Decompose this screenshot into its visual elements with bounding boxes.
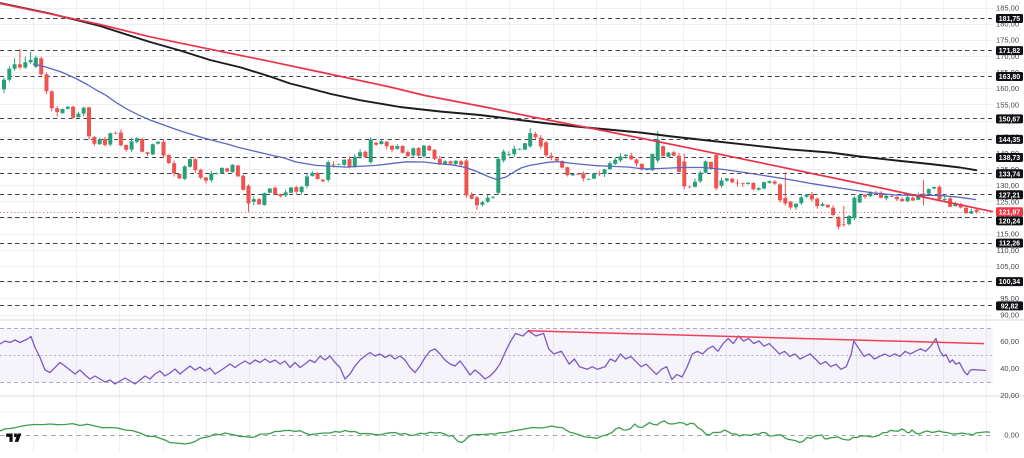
svg-text:160,00: 160,00: [996, 84, 1019, 93]
svg-text:95,00: 95,00: [1000, 294, 1019, 303]
svg-text:127,21: 127,21: [999, 192, 1021, 199]
svg-text:105,00: 105,00: [996, 262, 1019, 271]
svg-text:130,00: 130,00: [996, 181, 1019, 190]
svg-text:0,00: 0,00: [1004, 430, 1019, 439]
svg-text:110,00: 110,00: [997, 246, 1019, 255]
svg-text:40,00: 40,00: [1000, 364, 1019, 373]
svg-text:180,00: 180,00: [996, 20, 1019, 29]
svg-text:138,73: 138,73: [999, 155, 1021, 162]
svg-text:185,00: 185,00: [996, 3, 1019, 12]
svg-text:90,00: 90,00: [1000, 310, 1019, 319]
svg-text:144,35: 144,35: [999, 137, 1021, 144]
svg-text:120,24: 120,24: [999, 219, 1021, 226]
svg-text:163,80: 163,80: [999, 74, 1021, 81]
svg-text:170,00: 170,00: [996, 52, 1019, 61]
svg-text:112,26: 112,26: [999, 241, 1020, 248]
svg-text:20,00: 20,00: [1000, 391, 1019, 400]
svg-text:155,00: 155,00: [996, 100, 1019, 109]
svg-text:171,82: 171,82: [999, 48, 1021, 55]
svg-text:133,74: 133,74: [999, 171, 1021, 178]
svg-text:181,75: 181,75: [999, 16, 1021, 23]
svg-text:150,67: 150,67: [999, 117, 1021, 124]
svg-text:100,34: 100,34: [999, 279, 1021, 286]
svg-text:115,00: 115,00: [997, 230, 1019, 239]
svg-text:92,82: 92,82: [1001, 304, 1019, 311]
svg-text:175,00: 175,00: [996, 36, 1019, 45]
svg-text:121,97: 121,97: [999, 209, 1021, 216]
svg-text:125,00: 125,00: [996, 197, 1019, 206]
svg-text:60,00: 60,00: [1000, 337, 1019, 346]
